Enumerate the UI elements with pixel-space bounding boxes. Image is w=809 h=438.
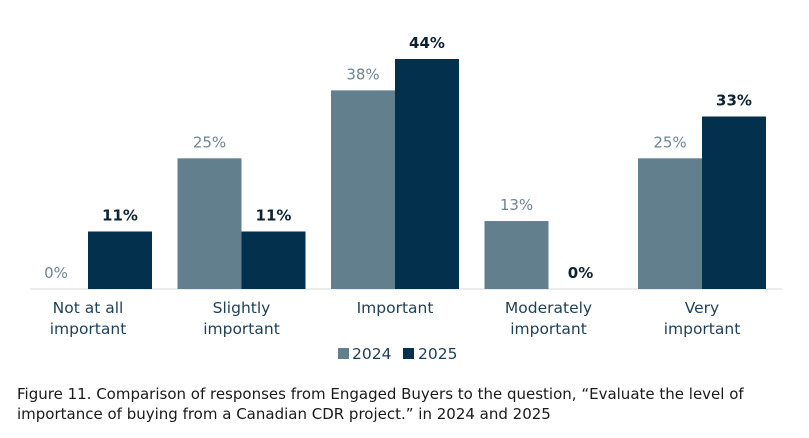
figure-caption: Figure 11. Comparison of responses from … xyxy=(17,385,744,423)
value-label-2025-2: 44% xyxy=(409,34,445,52)
value-labels-group: 0% 11% 25% 11% 38% 44% 13% 0% 25% 33% xyxy=(44,34,752,282)
bar-2024-1 xyxy=(177,158,242,289)
value-label-2025-1: 11% xyxy=(256,207,292,225)
category-labels-group: Not at all important Slightly important Impo… xyxy=(50,299,741,338)
value-label-2024-1: 25% xyxy=(193,133,226,151)
bars-group xyxy=(88,59,766,289)
bar-2024-2 xyxy=(331,90,395,289)
bar-2024-4 xyxy=(638,158,702,289)
category-label-3-line-1: important xyxy=(510,320,587,338)
category-label-1-line-1: important xyxy=(203,320,280,338)
bar-2025-1 xyxy=(241,231,306,289)
category-label-0-line-0: Not at all xyxy=(53,299,124,317)
legend-swatch-2025 xyxy=(403,348,414,359)
legend-swatch-2024 xyxy=(338,348,349,359)
value-label-2025-0: 11% xyxy=(102,207,138,225)
legend: 2024 2025 xyxy=(338,345,457,363)
bar-2025-4 xyxy=(702,116,766,289)
category-label-4-line-0: Very xyxy=(685,299,719,317)
value-label-2024-4: 25% xyxy=(653,133,686,151)
category-label-1-line-0: Slightly xyxy=(213,299,271,317)
bar-2024-3 xyxy=(484,221,549,289)
category-label-3-line-0: Moderately xyxy=(505,299,592,317)
value-label-2024-3: 13% xyxy=(500,196,533,214)
legend-label-2024: 2024 xyxy=(352,345,391,363)
bar-2025-2 xyxy=(395,59,459,289)
category-label-4-line-1: important xyxy=(664,320,741,338)
bar-2025-0 xyxy=(88,231,152,289)
value-label-2024-2: 38% xyxy=(346,65,379,83)
value-label-2025-4: 33% xyxy=(716,92,752,110)
value-label-2024-0: 0% xyxy=(44,264,68,282)
legend-label-2025: 2025 xyxy=(418,345,457,363)
category-label-2-line-0: Important xyxy=(357,299,434,317)
value-label-2025-3: 0% xyxy=(568,264,593,282)
category-label-0-line-1: important xyxy=(50,320,127,338)
